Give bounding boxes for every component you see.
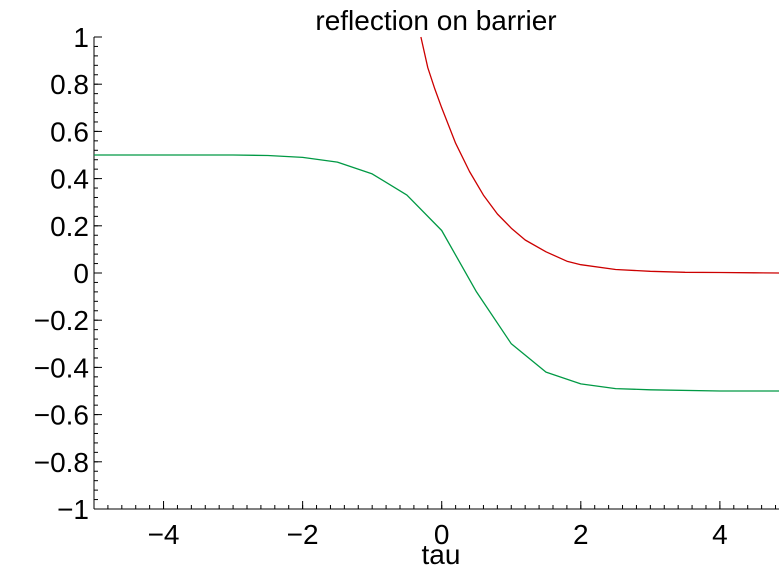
red-curve (420, 36, 779, 274)
x-tick-label: 2 (573, 519, 589, 550)
x-tick-label: −4 (148, 519, 180, 550)
y-tick-label: −0.6 (34, 400, 89, 431)
ticks: −1 −0.8 −0.6 −0.4 −0.2 0 0.2 0.4 0.6 0.8 1 −4 −2 0 2 4 (34, 22, 777, 550)
green-curve (94, 154, 779, 392)
y-tick-label: −0.8 (34, 447, 89, 478)
y-tick-label: 1 (73, 22, 89, 53)
series-layer (94, 36, 779, 392)
y-tick-label: 0.6 (50, 116, 89, 147)
chart-title: reflection on barrier (315, 5, 556, 36)
y-tick-label: −1 (57, 494, 89, 525)
x-tick-label: 4 (712, 519, 728, 550)
y-tick-label: 0.4 (50, 164, 89, 195)
y-tick-label: 0.8 (50, 69, 89, 100)
axes (93, 37, 779, 510)
y-tick-label: 0 (73, 258, 89, 289)
x-tick-label: −2 (287, 519, 319, 550)
y-tick-label: −0.4 (34, 352, 89, 383)
x-tick-label: 0 (434, 519, 450, 550)
x-axis-title: tau (422, 539, 461, 570)
y-tick-label: −0.2 (34, 305, 89, 336)
y-tick-label: 0.2 (50, 211, 89, 242)
